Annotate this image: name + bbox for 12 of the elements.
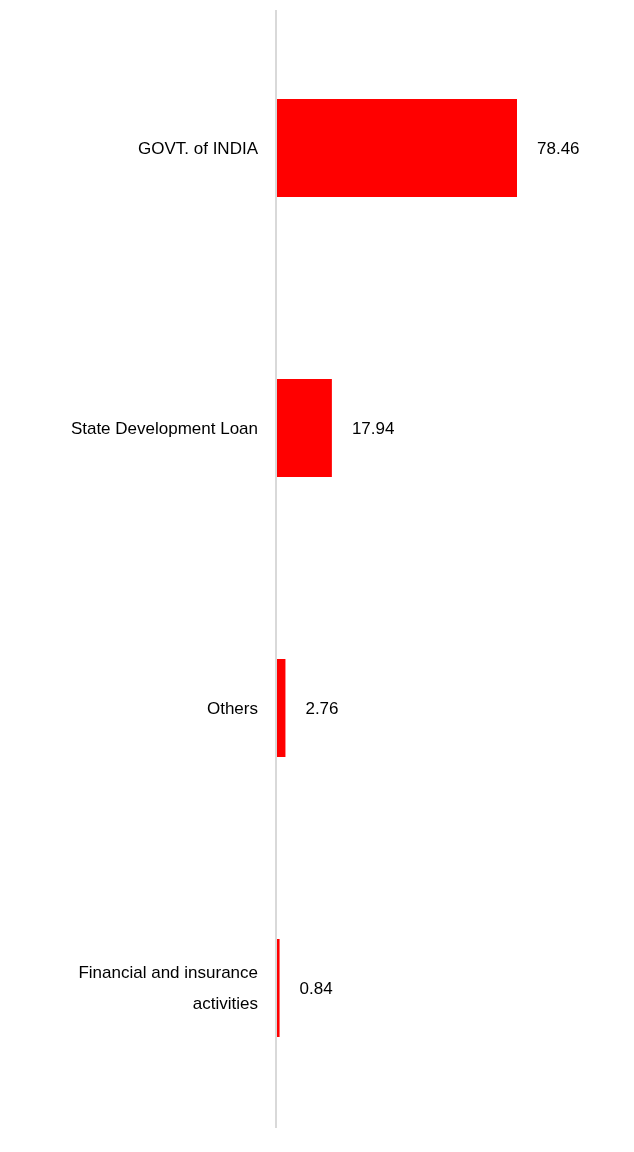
- data-label: 17.94: [351, 418, 395, 438]
- y-tick-label: State Development Loan: [70, 418, 258, 438]
- y-tick-label: GOVT. of INDIA: [138, 138, 259, 158]
- y-tick-label: Others: [206, 698, 258, 718]
- data-label: 2.76: [305, 698, 339, 718]
- bar: [277, 939, 280, 1037]
- bar: [277, 659, 286, 757]
- y-tick-label: Financial and insurance activities: [78, 963, 258, 1014]
- data-label: 78.46: [537, 138, 580, 158]
- data-label: 0.84: [299, 978, 333, 998]
- bar: [277, 379, 332, 477]
- bar: [277, 99, 517, 197]
